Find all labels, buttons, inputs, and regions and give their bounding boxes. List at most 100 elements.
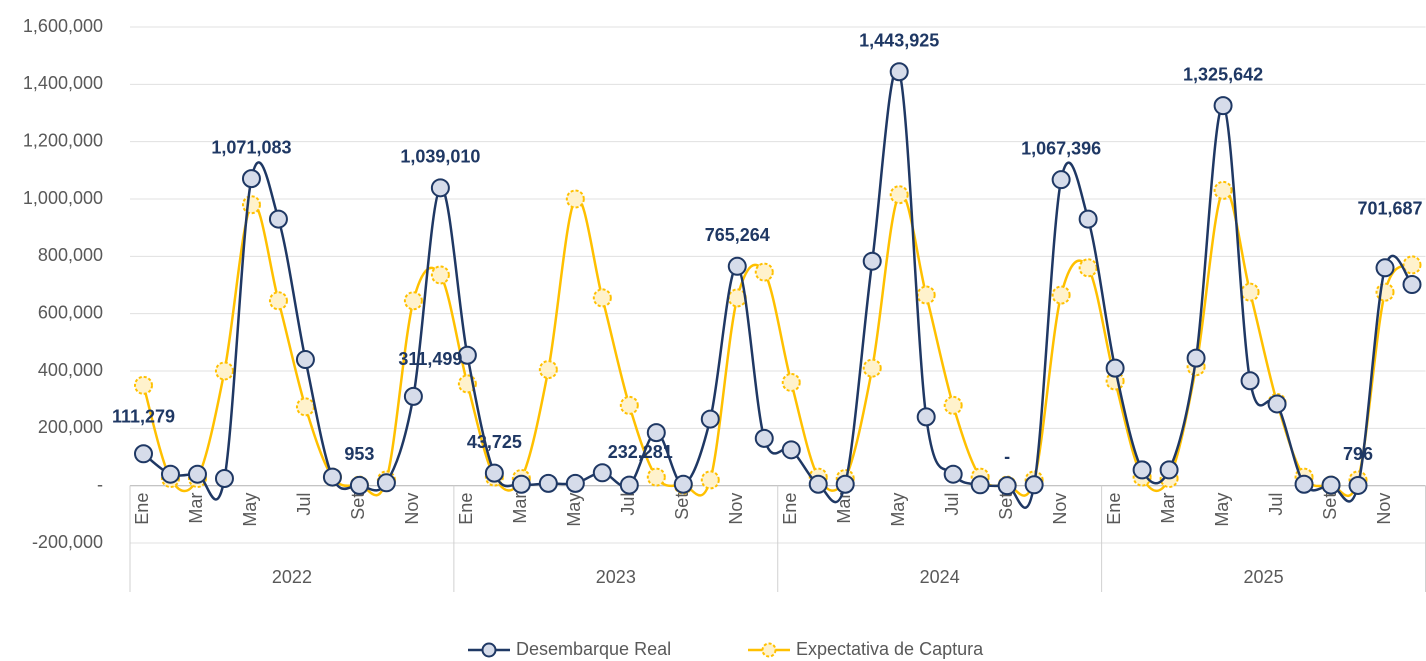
year-label: 2023	[596, 567, 636, 587]
marker	[1321, 475, 1341, 495]
x-tick-label: Set	[1320, 493, 1340, 520]
data-label: 43,725	[467, 432, 522, 452]
data-label: 1,325,642	[1183, 64, 1263, 84]
marker	[1348, 475, 1368, 495]
marker	[1267, 394, 1287, 414]
marker	[1240, 371, 1260, 391]
marker	[997, 476, 1017, 496]
y-tick-label: 1,000,000	[23, 188, 103, 208]
marker	[565, 189, 585, 209]
marker	[970, 475, 990, 495]
marker	[538, 360, 558, 380]
marker	[754, 262, 774, 282]
marker	[889, 185, 909, 205]
x-tick-label: Nov	[1050, 493, 1070, 525]
x-tick-label: Mar	[510, 493, 530, 524]
marker	[916, 407, 936, 427]
data-label: 1,443,925	[859, 30, 939, 50]
marker	[646, 423, 666, 443]
year-label: 2022	[272, 567, 312, 587]
marker	[1078, 209, 1098, 229]
data-label: 796	[1343, 444, 1373, 464]
x-tick-label: Mar	[1158, 493, 1178, 524]
marker	[727, 256, 747, 276]
marker	[619, 475, 639, 495]
marker	[403, 386, 423, 406]
data-label: 1,067,396	[1021, 138, 1101, 158]
marker	[268, 291, 288, 311]
marker	[916, 285, 936, 305]
x-tick-label: Ene	[780, 493, 800, 525]
marker	[1213, 96, 1233, 116]
y-tick-label: 1,600,000	[23, 16, 103, 36]
x-tick-label: Jul	[1266, 493, 1286, 516]
x-tick-label: May	[888, 493, 908, 527]
marker	[565, 473, 585, 493]
x-tick-label: Ene	[1104, 493, 1124, 525]
x-tick-label: Set	[996, 493, 1016, 520]
x-tick-label: Jul	[942, 493, 962, 516]
y-tick-label: -	[97, 474, 103, 494]
marker	[1294, 474, 1314, 494]
legend-marker	[761, 642, 777, 658]
marker	[241, 169, 261, 189]
marker	[241, 195, 261, 215]
year-label: 2025	[1244, 567, 1284, 587]
y-tick-label: 400,000	[38, 360, 103, 380]
marker	[322, 467, 342, 487]
marker	[376, 473, 396, 493]
data-label: 311,499	[398, 349, 462, 369]
marker	[403, 291, 423, 311]
marker	[754, 428, 774, 448]
x-tick-label: May	[1212, 493, 1232, 527]
marker	[1186, 348, 1206, 368]
marker	[295, 397, 315, 417]
marker	[592, 288, 612, 308]
x-tick-label: Set	[348, 493, 368, 520]
series-line	[142, 67, 1413, 509]
x-tick-label: Set	[672, 493, 692, 520]
x-tick-label: Ene	[132, 493, 152, 525]
marker	[943, 395, 963, 415]
legend-label: Desembarque Real	[516, 639, 671, 659]
marker	[214, 361, 234, 381]
y-tick-label: 1,200,000	[23, 130, 103, 150]
marker	[1078, 258, 1098, 278]
x-tick-label: Nov	[726, 493, 746, 525]
marker	[1051, 285, 1071, 305]
marker	[160, 464, 180, 484]
legend-marker	[481, 642, 497, 658]
y-tick-label: 1,400,000	[23, 73, 103, 93]
x-tick-label: Mar	[834, 493, 854, 524]
marker	[1402, 255, 1422, 275]
marker	[268, 209, 288, 229]
marker	[1024, 475, 1044, 495]
x-tick-label: Ene	[456, 493, 476, 525]
marker	[1375, 258, 1395, 278]
marker	[1051, 170, 1071, 190]
marker	[1159, 460, 1179, 480]
x-tick-label: Nov	[1374, 493, 1394, 525]
marker	[349, 475, 369, 495]
marker	[511, 474, 531, 494]
marker	[538, 473, 558, 493]
marker	[1240, 282, 1260, 302]
x-tick-label: May	[564, 493, 584, 527]
marker	[808, 474, 828, 494]
marker	[1105, 358, 1125, 378]
marker	[646, 467, 666, 487]
marker	[781, 440, 801, 460]
marker	[835, 474, 855, 494]
marker	[1132, 460, 1152, 480]
marker	[889, 62, 909, 82]
year-label: 2024	[920, 567, 960, 587]
marker	[781, 372, 801, 392]
data-label: 701,687	[1357, 198, 1422, 218]
marker	[457, 345, 477, 365]
marker	[430, 178, 450, 198]
marker	[943, 464, 963, 484]
y-tick-label: -200,000	[32, 532, 103, 552]
marker	[862, 358, 882, 378]
marker	[619, 395, 639, 415]
